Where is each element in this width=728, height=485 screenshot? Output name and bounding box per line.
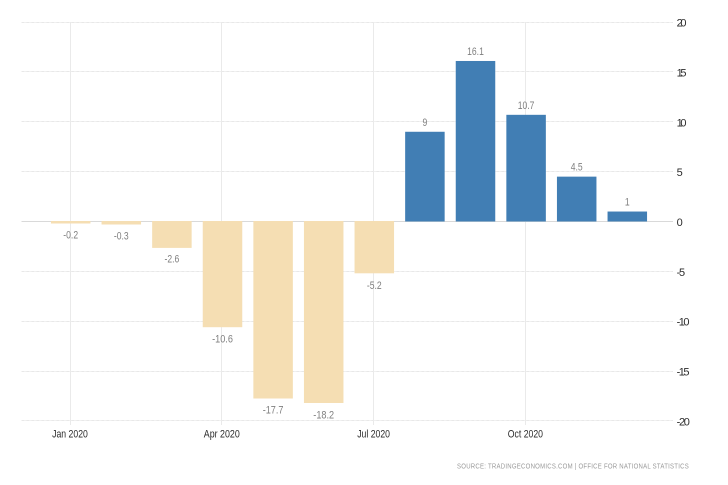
svg-text:-20: -20 [677, 416, 690, 428]
svg-text:5: 5 [677, 167, 683, 179]
svg-text:-2.6: -2.6 [165, 253, 180, 265]
svg-text:0: 0 [677, 217, 683, 229]
svg-text:-18.2: -18.2 [313, 409, 334, 421]
svg-text:-5: -5 [677, 267, 686, 279]
svg-text:-17.7: -17.7 [263, 405, 284, 417]
svg-text:10: 10 [677, 117, 687, 129]
svg-text:Jul 2020: Jul 2020 [357, 428, 390, 440]
svg-text:Apr 2020: Apr 2020 [204, 428, 240, 440]
svg-text:Oct 2020: Oct 2020 [508, 428, 543, 440]
svg-text:10.7: 10.7 [518, 100, 535, 112]
svg-text:15: 15 [677, 68, 687, 80]
svg-text:4.5: 4.5 [571, 162, 583, 174]
svg-text:1: 1 [625, 197, 630, 209]
svg-text:SOURCE: TRADINGECONOMICS.COM |: SOURCE: TRADINGECONOMICS.COM | OFFICE FO… [457, 461, 689, 470]
svg-text:Jan 2020: Jan 2020 [52, 428, 88, 440]
svg-text:-15: -15 [677, 367, 690, 379]
svg-text:20: 20 [677, 18, 687, 30]
svg-text:16.1: 16.1 [467, 46, 484, 58]
svg-text:-0.3: -0.3 [114, 231, 129, 243]
svg-text:9: 9 [423, 117, 428, 129]
svg-text:-10: -10 [677, 317, 690, 329]
svg-text:-10.6: -10.6 [212, 334, 233, 346]
svg-text:-5.2: -5.2 [367, 280, 382, 292]
svg-text:-0.2: -0.2 [63, 230, 78, 242]
